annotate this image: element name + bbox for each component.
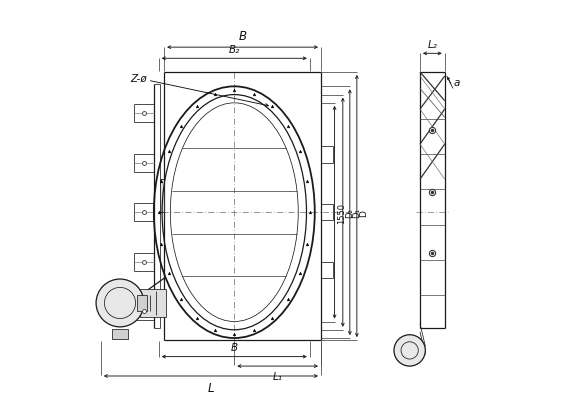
- Bar: [140, 289, 166, 318]
- Text: a: a: [454, 78, 460, 88]
- Circle shape: [96, 279, 144, 327]
- Text: L₁: L₁: [273, 372, 282, 382]
- Text: L: L: [208, 382, 214, 394]
- Text: D: D: [360, 209, 368, 216]
- Bar: [160, 180, 164, 213]
- Circle shape: [394, 335, 425, 366]
- Bar: [112, 329, 128, 339]
- Text: B: B: [231, 343, 238, 353]
- Text: Z-ø: Z-ø: [130, 74, 147, 84]
- Text: B₂: B₂: [229, 45, 240, 55]
- Bar: [137, 295, 147, 311]
- Text: L₂: L₂: [427, 40, 437, 50]
- Text: 1550: 1550: [338, 202, 346, 223]
- Text: B: B: [238, 30, 246, 43]
- Text: D₂: D₂: [345, 208, 354, 218]
- Text: D₁: D₁: [352, 208, 361, 218]
